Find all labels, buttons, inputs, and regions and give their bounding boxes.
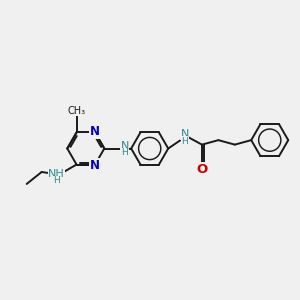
Text: N: N <box>120 140 129 151</box>
Text: H: H <box>121 148 128 158</box>
Text: N: N <box>181 129 189 139</box>
Text: N: N <box>90 125 100 138</box>
Text: H: H <box>181 136 188 146</box>
Text: CH₃: CH₃ <box>68 106 85 116</box>
Text: O: O <box>196 163 208 176</box>
Text: H: H <box>53 176 60 185</box>
Text: NH: NH <box>48 169 65 179</box>
Text: N: N <box>90 159 100 172</box>
